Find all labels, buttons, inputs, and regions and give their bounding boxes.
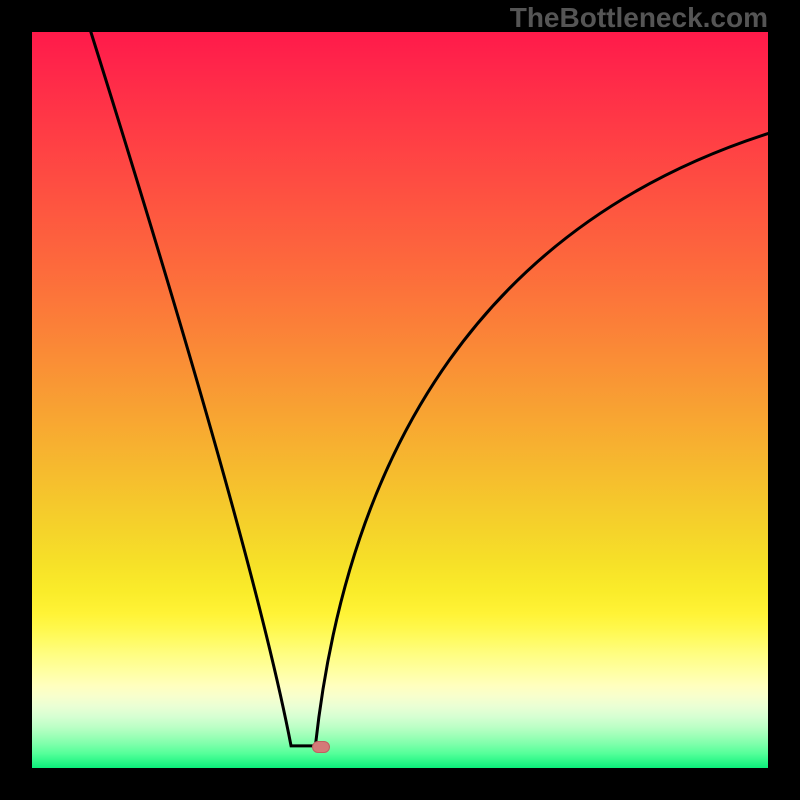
border-right <box>768 0 800 800</box>
watermark-text: TheBottleneck.com <box>510 2 768 34</box>
bottleneck-curve <box>91 32 768 746</box>
plot-area <box>32 32 768 768</box>
optimum-marker <box>312 741 330 753</box>
curve-layer <box>32 32 768 768</box>
chart-frame: TheBottleneck.com <box>0 0 800 800</box>
border-bottom <box>0 768 800 800</box>
border-left <box>0 0 32 800</box>
